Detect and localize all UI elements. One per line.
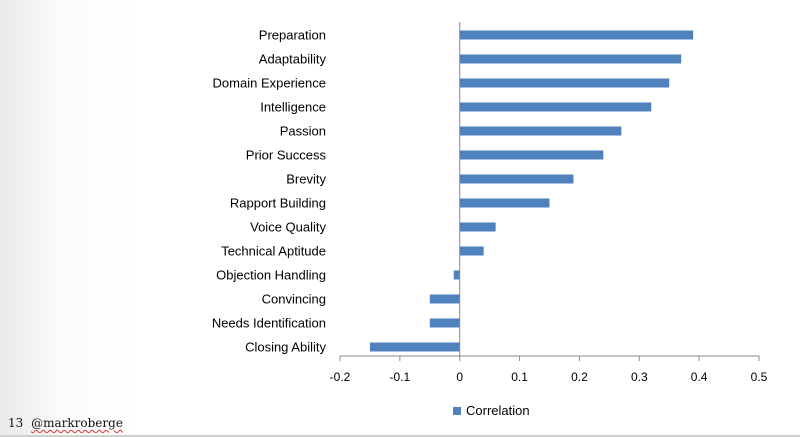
bar-needs-identification [429,318,460,328]
bar-voice-quality [459,222,496,232]
category-label: Adaptability [259,52,327,67]
bar-brevity [459,174,574,184]
x-tick-label: 0.3 [631,370,648,384]
slide-number: 13 [8,416,24,430]
bar-prior-success [459,150,604,160]
bar-intelligence [459,102,652,112]
bar-objection-handling [453,270,460,280]
x-tick-label: 0 [456,370,463,384]
x-tick-label: 0.4 [691,370,708,384]
category-labels: Preparation Adaptability Domain Experience… [212,28,327,355]
category-label: Needs Identification [212,316,326,331]
category-label: Domain Experience [213,76,326,91]
category-label: Brevity [286,172,326,187]
bar-technical-aptitude [459,246,484,256]
category-label: Technical Aptitude [221,244,326,259]
category-label: Voice Quality [250,220,326,235]
category-label: Closing Ability [245,340,326,355]
legend: Correlation [453,403,530,418]
bar-closing-ability [369,342,460,352]
category-label: Objection Handling [216,268,326,283]
x-tick-label: 0.1 [511,370,528,384]
x-tick-label: -0.1 [390,370,411,384]
category-label: Prior Success [246,148,327,163]
slide-footer: 13 @markroberge [8,416,123,430]
bar-adaptability [459,54,682,64]
category-label: Preparation [259,28,326,43]
category-label: Convincing [262,292,326,307]
legend-label: Correlation [466,403,530,418]
bottom-divider [0,435,800,437]
category-label: Passion [280,124,326,139]
bar-passion [459,126,622,136]
bars-group [369,30,694,352]
bar-preparation [459,30,694,40]
author-handle: @markroberge [31,416,123,430]
category-label: Intelligence [260,100,326,115]
category-label: Rapport Building [230,196,326,211]
legend-swatch [453,407,461,415]
bar-convincing [429,294,460,304]
x-axis: -0.2 -0.1 0 0.1 0.2 0.3 0.4 0.5 [330,22,768,384]
bar-domain-experience [459,78,670,88]
x-tick-label: 0.2 [571,370,588,384]
bar-rapport-building [459,198,550,208]
x-tick-label: -0.2 [330,370,351,384]
x-tick-label: 0.5 [751,370,768,384]
